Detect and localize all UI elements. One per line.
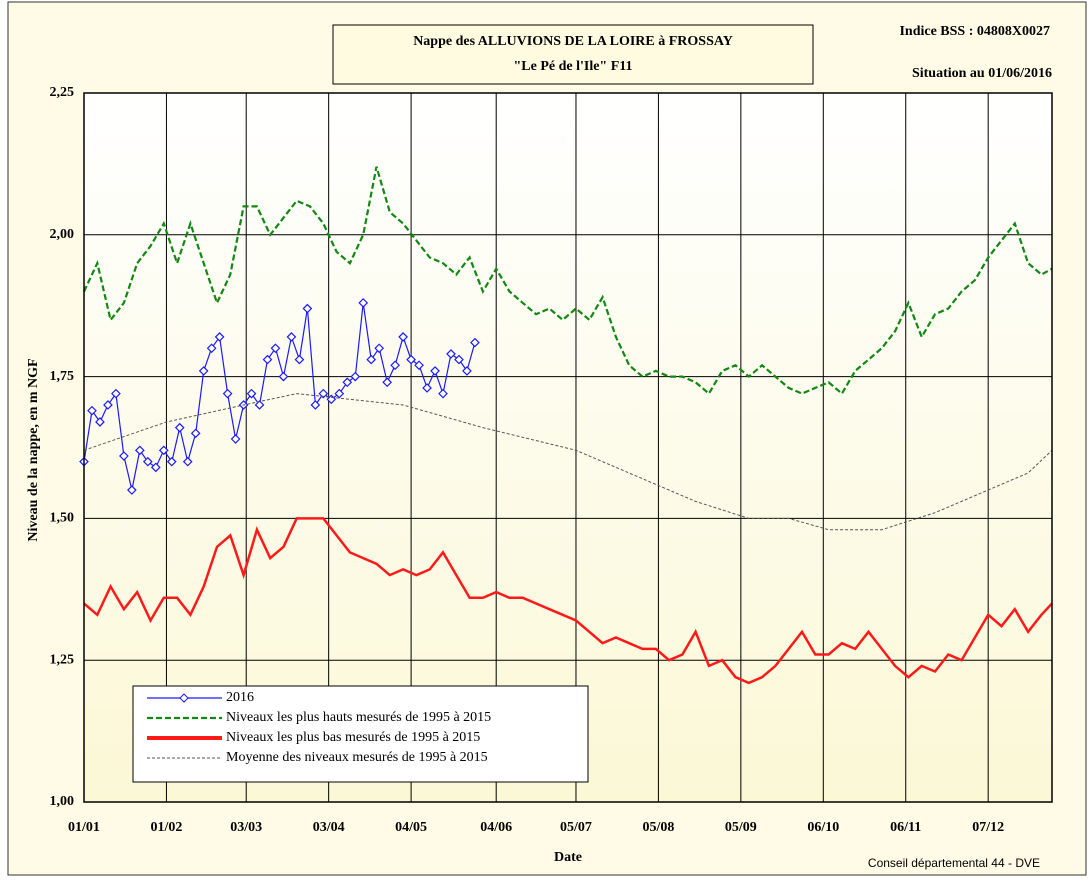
footer: Conseil départemental 44 - DVE <box>868 856 1040 870</box>
marker <box>390 360 400 371</box>
marker <box>350 371 361 382</box>
marker <box>286 332 297 342</box>
marker <box>398 332 408 342</box>
marker <box>406 354 416 365</box>
plot-area <box>84 93 1052 802</box>
marker <box>470 337 480 348</box>
marker <box>214 332 225 342</box>
marker <box>230 434 241 444</box>
marker <box>414 360 424 371</box>
legend-label: Moyenne des niveaux mesurés de 1995 à 20… <box>226 750 488 765</box>
x-axis-label: Date <box>554 850 582 865</box>
marker <box>103 400 113 410</box>
marker <box>150 462 161 473</box>
marker <box>334 388 345 399</box>
plot-frame <box>83 92 1053 803</box>
marker <box>198 366 209 376</box>
marker <box>302 303 313 314</box>
x-tick-label: 03/04 <box>313 820 345 835</box>
marker <box>318 388 329 399</box>
series <box>79 166 1053 685</box>
x-tick-label: 06/10 <box>807 820 839 835</box>
marker <box>222 388 233 399</box>
marker <box>119 451 129 461</box>
marker <box>326 394 337 405</box>
legend <box>132 685 589 783</box>
marker <box>358 298 369 308</box>
y-tick-label: 2,25 <box>50 85 75 100</box>
marker <box>190 428 201 439</box>
legend-label: 2016 <box>226 690 254 705</box>
y-tick-label: 1,50 <box>50 511 75 526</box>
annotation: Situation au 01/06/2016 <box>912 66 1052 81</box>
marker <box>158 445 169 456</box>
marker <box>87 405 97 416</box>
legend-label: Niveaux les plus hauts mesurés de 1995 à… <box>226 710 491 725</box>
series-line <box>83 517 1053 685</box>
x-tick-label: 04/06 <box>480 820 512 835</box>
y-tick-label: 1,00 <box>50 794 75 809</box>
chart-title: Nappe des ALLUVIONS DE LA LOIRE à FROSSA… <box>413 34 733 49</box>
marker <box>382 377 393 388</box>
marker <box>95 417 105 427</box>
marker <box>430 366 440 376</box>
marker <box>422 383 432 393</box>
marker <box>174 422 185 433</box>
series-line <box>83 166 1053 396</box>
marker <box>278 371 289 382</box>
marker <box>294 354 305 365</box>
x-tick-label: 05/07 <box>560 820 592 835</box>
x-tick-label: 01/02 <box>150 820 182 835</box>
legend-entries: 2016 Niveaux les plus hauts mesurés de 19… <box>147 690 491 765</box>
x-tick-label: 05/09 <box>725 820 757 835</box>
marker <box>142 456 153 467</box>
marker <box>342 377 353 388</box>
marker <box>111 388 121 399</box>
x-tick-label: 05/08 <box>642 820 674 835</box>
x-tick-label: 01/01 <box>68 820 100 835</box>
marker <box>254 400 265 410</box>
y-tick-label: 1,25 <box>50 652 75 667</box>
annotation: Indice BSS : 04808X0027 <box>899 24 1050 39</box>
series-line <box>83 393 1053 531</box>
chart-subtitle: "Le Pé de l'Ile" F11 <box>514 59 633 74</box>
x-tick-label: 07/12 <box>972 820 1004 835</box>
x-tick-label: 06/11 <box>890 820 921 835</box>
marker <box>166 456 177 467</box>
x-tick-label: 04/05 <box>395 820 427 835</box>
marker <box>438 388 448 399</box>
marker <box>134 445 145 456</box>
marker <box>446 349 456 359</box>
y-axis-label: Niveau de la nappe, en m NGF <box>26 358 41 541</box>
marker <box>206 343 217 354</box>
marker <box>454 354 464 365</box>
legend-label: Niveaux les plus bas mesurés de 1995 à 2… <box>226 730 480 745</box>
marker <box>127 485 137 495</box>
marker <box>462 366 472 376</box>
marker <box>270 343 281 354</box>
x-tick-label: 03/03 <box>230 820 262 835</box>
marker <box>262 354 273 365</box>
marker <box>182 456 193 467</box>
marker <box>246 388 257 399</box>
marker <box>310 400 321 410</box>
marker <box>366 354 377 365</box>
legend-marker <box>179 693 189 703</box>
marker <box>374 343 385 354</box>
y-tick-label: 2,00 <box>50 227 75 242</box>
title-box <box>332 24 814 85</box>
y-tick-label: 1,75 <box>50 369 75 384</box>
